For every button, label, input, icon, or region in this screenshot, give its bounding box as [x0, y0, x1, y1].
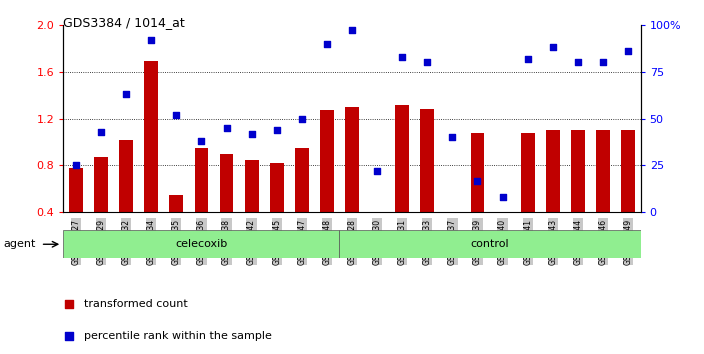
Bar — [94, 157, 108, 259]
Point — [120, 91, 132, 97]
Point — [95, 129, 106, 135]
Bar — [220, 154, 234, 259]
Point — [522, 56, 534, 61]
Point — [146, 37, 157, 42]
Bar — [370, 234, 384, 259]
Bar — [521, 133, 534, 259]
Point — [346, 28, 358, 33]
Bar — [496, 238, 510, 259]
Point — [63, 302, 75, 307]
Bar — [245, 160, 258, 259]
Point — [63, 333, 75, 339]
Bar — [345, 107, 359, 259]
Text: transformed count: transformed count — [84, 299, 187, 309]
Point — [196, 138, 207, 144]
Bar — [295, 148, 308, 259]
Bar — [170, 195, 183, 259]
Point — [472, 178, 483, 183]
Bar — [69, 168, 83, 259]
Bar — [596, 130, 610, 259]
Bar — [119, 140, 133, 259]
Point — [447, 135, 458, 140]
Point — [497, 195, 508, 200]
Text: GDS3384 / 1014_at: GDS3384 / 1014_at — [63, 16, 185, 29]
Point — [598, 59, 609, 65]
Point — [321, 41, 332, 46]
Bar — [446, 216, 459, 259]
Bar — [621, 130, 635, 259]
Bar — [339, 230, 641, 258]
Bar — [320, 110, 334, 259]
Text: control: control — [471, 239, 510, 249]
Point — [396, 54, 408, 59]
Bar — [395, 104, 409, 259]
Bar — [546, 130, 560, 259]
Point — [547, 45, 558, 50]
Point — [246, 131, 257, 136]
Point — [372, 168, 383, 174]
Bar — [63, 230, 339, 258]
Point — [296, 116, 308, 121]
Text: percentile rank within the sample: percentile rank within the sample — [84, 331, 272, 341]
Bar — [571, 130, 585, 259]
Point — [170, 112, 182, 118]
Point — [70, 162, 82, 168]
Point — [221, 125, 232, 131]
Bar — [194, 148, 208, 259]
Text: celecoxib: celecoxib — [175, 239, 227, 249]
Bar — [270, 163, 284, 259]
Point — [622, 48, 634, 54]
Point — [572, 59, 584, 65]
Point — [271, 127, 282, 133]
Bar — [144, 61, 158, 259]
Bar — [420, 109, 434, 259]
Text: agent: agent — [4, 239, 36, 249]
Bar — [470, 133, 484, 259]
Point — [422, 59, 433, 65]
